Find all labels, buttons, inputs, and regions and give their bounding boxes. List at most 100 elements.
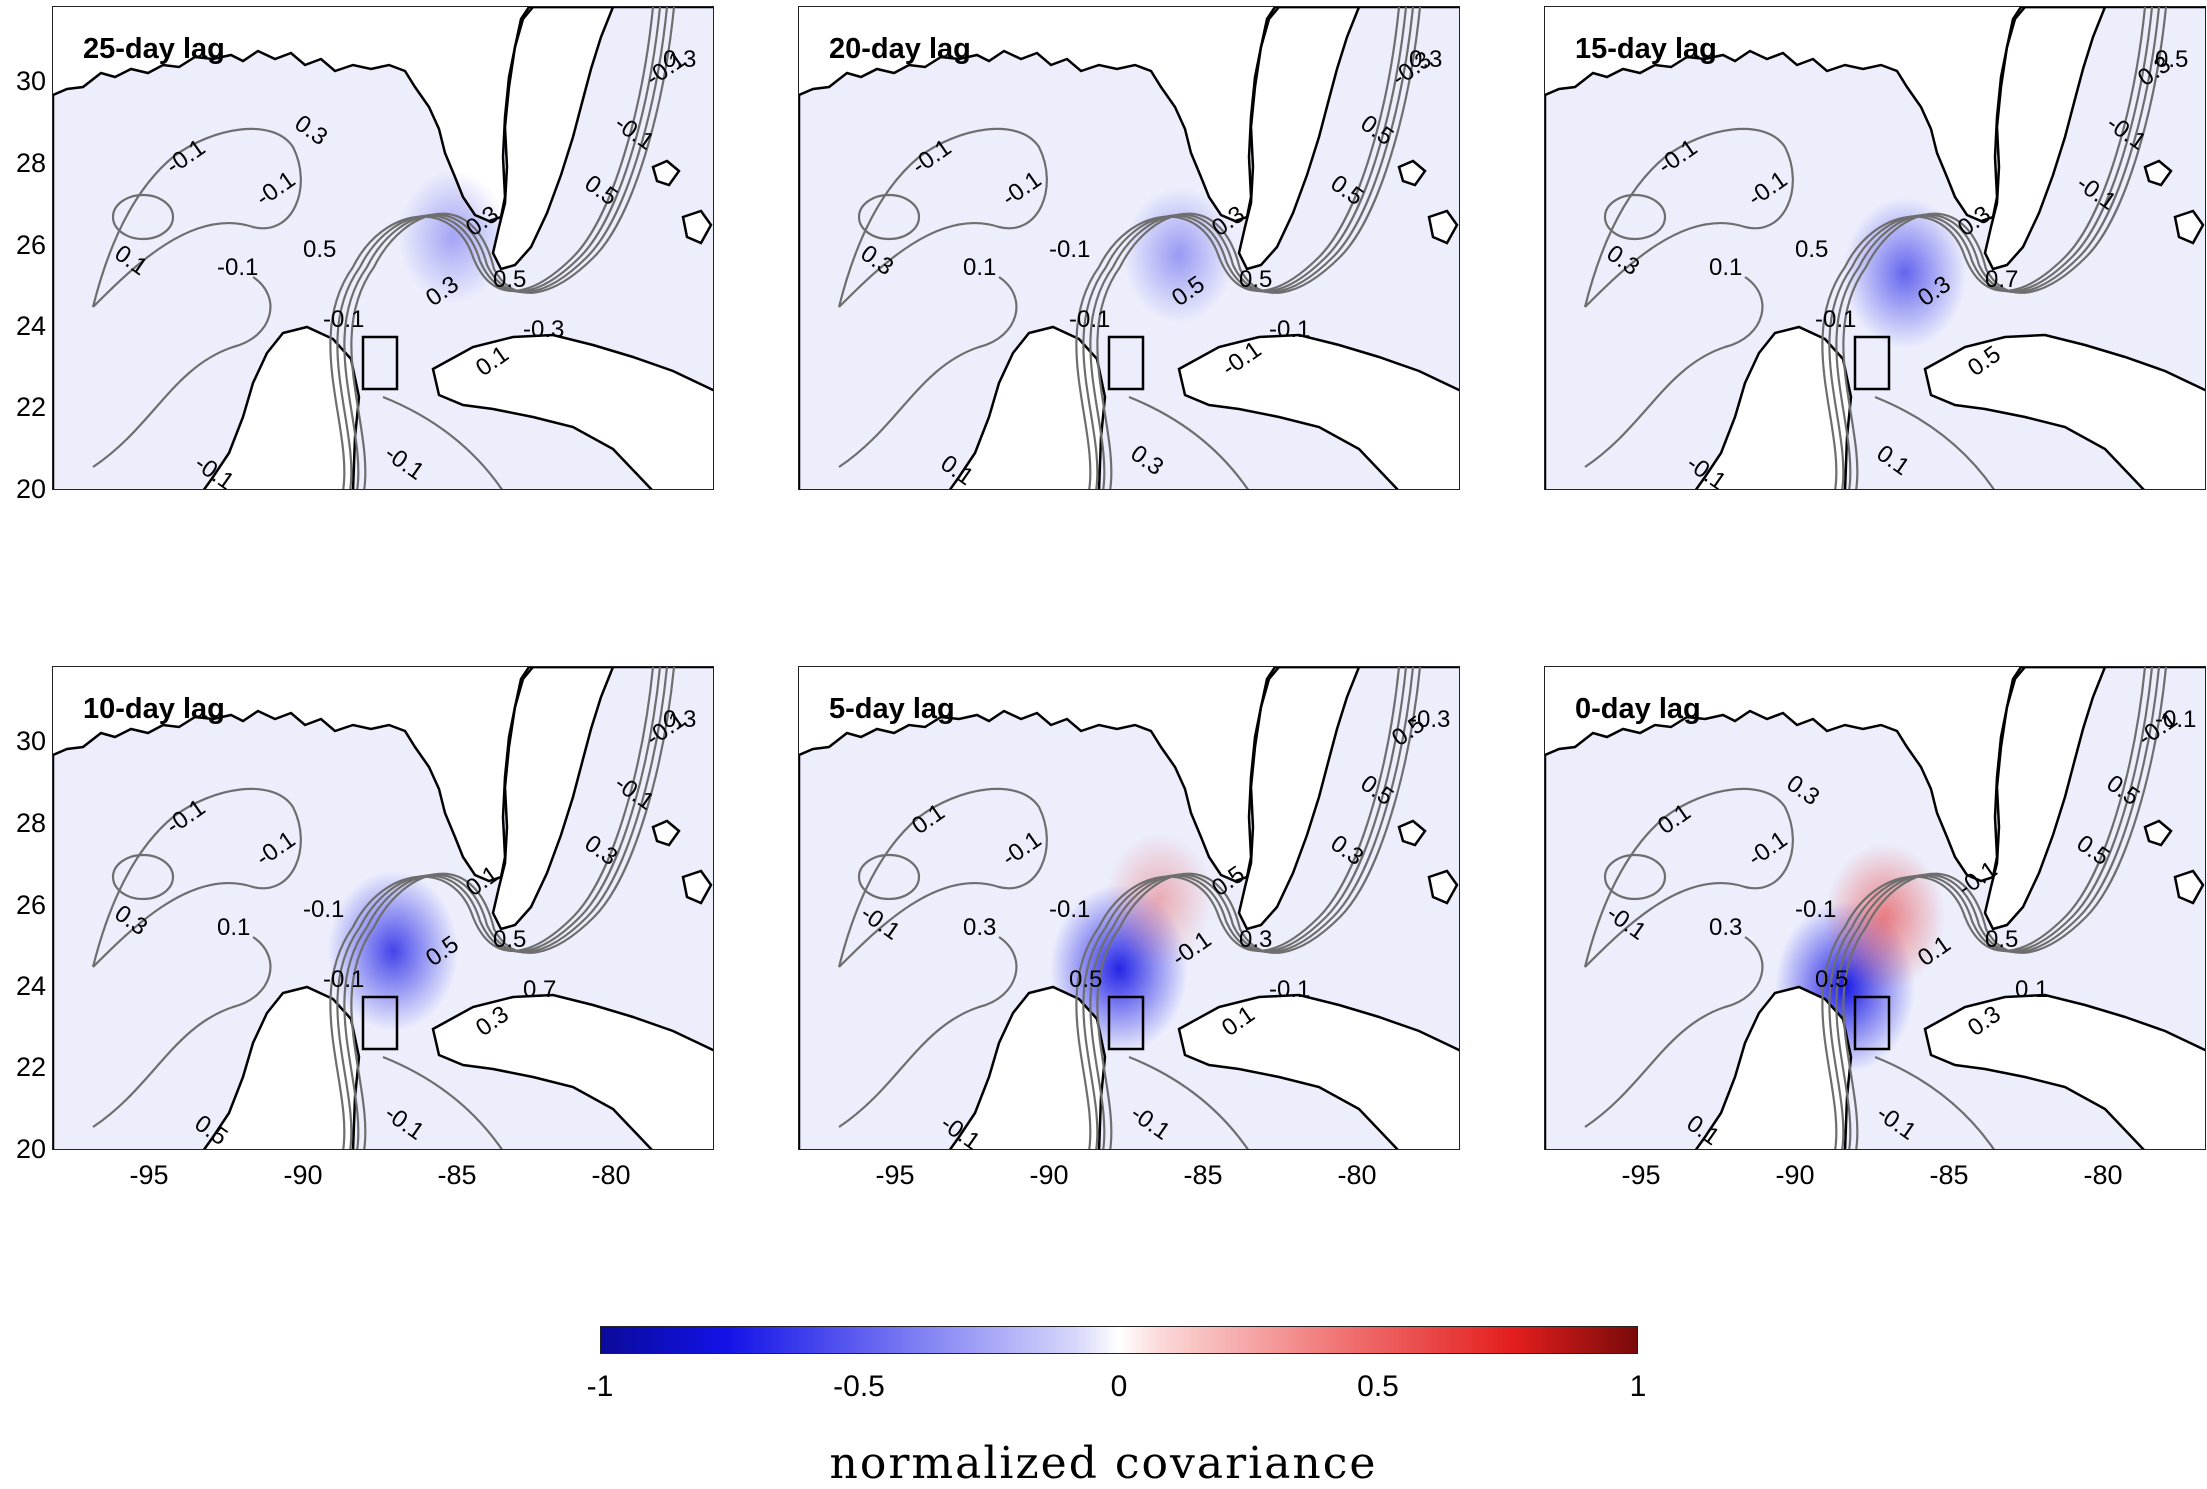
colorbar-tick-label: 0.5 [1357, 1370, 1399, 1403]
ssh-contour [350, 667, 676, 1149]
y-tick-label: 28 [15, 148, 46, 178]
coastline [1545, 667, 2205, 1149]
ssh-contour [91, 127, 302, 308]
land-mass [1983, 7, 2107, 271]
ssh-contour [1835, 7, 2161, 489]
panel-title: 20-day lag [829, 33, 971, 65]
y-tick-label: 24 [15, 971, 46, 1001]
y-tick-label: 28 [15, 808, 46, 838]
positive-covariance-blob [1824, 843, 1946, 991]
colorbar-tick-label: -0.5 [833, 1370, 885, 1403]
contour-label: -0.1 [1049, 236, 1090, 263]
ssh-contour [91, 787, 302, 968]
region-box [1853, 335, 1891, 391]
x-tick-label: -85 [1183, 1160, 1223, 1190]
ssh-contour [1128, 1055, 1249, 1149]
ssh-contour [111, 853, 175, 901]
ssh-contour [1874, 1055, 1995, 1149]
contour-lines [837, 667, 1422, 1149]
ssh-contour [857, 853, 921, 901]
contour-label: -0.1 [1269, 976, 1310, 1003]
land-mass [1237, 667, 1361, 931]
ssh-contour [382, 395, 503, 489]
colorbar-label: normalized covariance [829, 1438, 1378, 1489]
x-tick-label: -80 [591, 1160, 631, 1190]
ssh-contour [1096, 7, 1422, 489]
ssh-contour [838, 936, 1018, 1128]
contour-label: 0.3 [1709, 914, 1742, 941]
coastline [1545, 7, 2205, 489]
ssh-contour [1075, 667, 1401, 1149]
contour-lines [1583, 667, 2168, 1149]
contour-label: 0.1 [2015, 976, 2048, 1003]
ssh-contour [92, 276, 272, 468]
ssh-contour [1096, 667, 1422, 1149]
region-box [361, 335, 399, 391]
map-canvas: 0.10.3-0.1-0.10.5-0.10.1-0.10.10.30.50.5… [1545, 667, 2205, 1149]
contour-label: 0.5 [1239, 266, 1272, 293]
contour-label: -0.3 [523, 316, 564, 343]
contour-label: 0.1 [963, 254, 996, 281]
ssh-contour [1584, 936, 1764, 1128]
y-tick-label: 20 [15, 474, 46, 504]
land-mass [948, 985, 1107, 1149]
ssh-contour [343, 7, 669, 489]
contour-label: 0.5 [493, 266, 526, 293]
contour-label: 0.7 [1985, 266, 2018, 293]
panel-title: 15-day lag [1575, 33, 1717, 65]
land-mass [2173, 869, 2205, 905]
ssh-contour [1082, 7, 1408, 489]
land-mass [1177, 993, 1459, 1149]
colorbar [600, 1326, 1638, 1354]
x-tick-label: -90 [283, 1160, 323, 1190]
contour-label: 0.3 [963, 914, 996, 941]
ssh-contour [1828, 7, 2154, 489]
x-tick-label: -90 [1029, 1160, 1069, 1190]
land-mass [1177, 333, 1459, 489]
contour-label: 0.1 [217, 914, 250, 941]
positive-covariance-blob [1104, 832, 1214, 966]
contour-label: -0.1 [323, 966, 364, 993]
ssh-contour [1089, 7, 1415, 489]
region-box [1107, 335, 1145, 391]
coastline [53, 667, 713, 1149]
ssh-contour [329, 667, 655, 1149]
land-mass [2173, 209, 2205, 245]
land-mass [681, 209, 713, 245]
contour-label: 0.5 [1069, 966, 1102, 993]
contour-label: -0.1 [1795, 896, 1836, 923]
y-tick-label: 26 [15, 230, 46, 260]
contour-label: -0.1 [1069, 306, 1110, 333]
map-panel-10-day: -0.1 0.1 0.3 -0.1 -0.1 -0.1 0.5 -0.1 0.5 0.3 0.5 -0… [52, 666, 714, 1150]
contour-label: 0.3 [1409, 46, 1442, 73]
y-tick-label: 30 [15, 66, 46, 96]
map-canvas: -0.10.10.3-0.1-0.10.30.5-0.10.1-0.10.50.… [799, 7, 1459, 489]
y-tick-label: 24 [15, 311, 46, 341]
ssh-contour [382, 1055, 503, 1149]
contour-lines [1583, 7, 2168, 489]
land-mass [1427, 209, 1459, 245]
contour-label: 0.5 [1815, 966, 1848, 993]
ssh-contour [1874, 395, 1995, 489]
x-tick-label: -85 [1929, 1160, 1969, 1190]
ssh-contour [837, 127, 1048, 308]
ssh-contour [350, 7, 676, 489]
ssh-contour [1089, 667, 1415, 1149]
y-tick-label: 30 [15, 726, 46, 756]
map-canvas: -0.1-0.10.1-0.1-0.1-0.10.30.5-0.10.10.5-… [53, 7, 713, 489]
ssh-contour [1842, 7, 2168, 489]
land-mass [1694, 325, 1853, 489]
land-mass [431, 993, 713, 1149]
contour-label: 0.3 [1239, 926, 1272, 953]
land-mass [1397, 159, 1427, 187]
contour-label: -0.1 [323, 306, 364, 333]
land-mass [651, 819, 681, 847]
y-tick-label: 22 [15, 1052, 46, 1082]
land-mass [1923, 333, 2205, 489]
land-mass [1694, 985, 1853, 1149]
panel-title: 0-day lag [1575, 693, 1701, 725]
map-canvas: 0.10.3-0.1-0.10.5-0.1-0.1-0.1-0.10.10.30… [799, 667, 1459, 1149]
coastline [799, 7, 1459, 489]
colorbar-tick-label: -1 [586, 1370, 614, 1403]
contour-label: 0.5 [493, 926, 526, 953]
